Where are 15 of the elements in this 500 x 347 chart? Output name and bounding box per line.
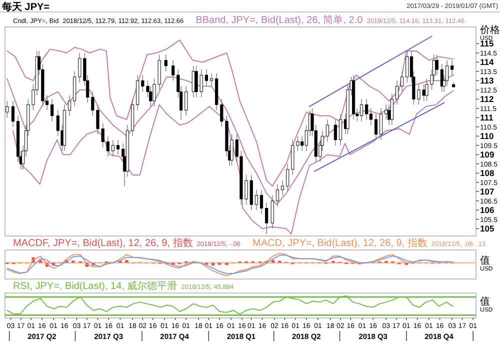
chart-title: 每天 JPY= (1, 1, 50, 13)
text: BBand, JPY=, Bid(Last), 26, 简单, 2.0 (196, 14, 364, 26)
series-label: RSI, JPY=, Bid(Last), 14, 威尔德平滑 (13, 280, 178, 292)
y-tick-label: 109 (480, 149, 494, 160)
y-tick-label: 105 (480, 223, 494, 234)
y-tick-label: 112 (480, 94, 494, 104)
series-label: MACDF, JPY=, Bid(Last), 12, 26, 9, 指数 (13, 237, 193, 249)
y-tick-label: 107 (480, 186, 494, 196)
y-tick-label: 113 (480, 75, 494, 86)
y-tick-label: 114 (480, 56, 494, 67)
y-tick-label: 106 (480, 204, 494, 215)
y-tick-label: 111 (480, 112, 494, 122)
y-tick-label: 110 (480, 130, 494, 141)
y-tick-label: 108 (480, 168, 494, 178)
series-label: MACD, JPY=, Bid(Last), 12, 26, 9, 指数 (252, 237, 428, 249)
